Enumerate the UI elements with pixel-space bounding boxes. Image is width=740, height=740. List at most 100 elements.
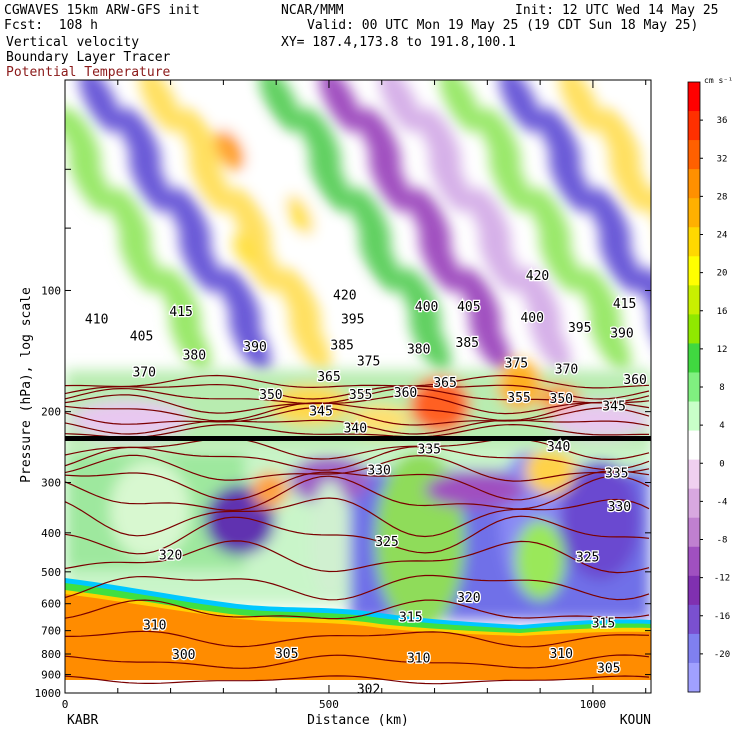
- theta-label: 390: [610, 327, 633, 342]
- theta-label: 375: [505, 357, 528, 372]
- theta-label: 375: [357, 354, 380, 369]
- theta-contour-line: [65, 630, 650, 648]
- theta-label: 390: [243, 340, 266, 355]
- colorbar-segment: [688, 488, 700, 519]
- colorbar-segment: [688, 140, 700, 170]
- theta-label: 335: [605, 467, 628, 482]
- colorbar-segment: [688, 227, 700, 257]
- colorbar-segment: [688, 198, 700, 228]
- tropopause-band: [65, 436, 651, 441]
- theta-label: 302: [357, 682, 380, 697]
- colorbar-label: 24: [717, 231, 728, 241]
- theta-label: 365: [433, 376, 456, 391]
- theta-label: 325: [576, 550, 599, 565]
- colorbar-segment: [688, 662, 700, 693]
- x-axis-label: Distance (km): [307, 713, 409, 728]
- theta-label: 415: [169, 305, 192, 320]
- x-axis: 0 500 1000: [62, 80, 647, 711]
- colorbar-label: 16: [717, 307, 728, 317]
- colorbar-label: 36: [717, 116, 728, 126]
- colorbar-label: 0: [719, 459, 724, 469]
- colorbar-label: -4: [717, 497, 728, 507]
- theta-label: 310: [550, 647, 573, 662]
- theta-label: 360: [394, 386, 417, 401]
- colorbar-label: -20: [714, 650, 730, 660]
- theta-label: 320: [159, 548, 182, 563]
- theta-contour-line: [65, 470, 650, 501]
- theta-label: 335: [418, 442, 441, 457]
- organization: NCAR/MMM: [281, 3, 344, 18]
- colorbar-segment: [688, 517, 700, 548]
- theta-label: 400: [415, 300, 438, 315]
- theta-contour-line: [65, 515, 650, 555]
- colorbar-label: 4: [719, 421, 724, 431]
- colorbar: 36 32 28 24 20 16 12 8 4 0 -4 -8 -12 -16 -20: [687, 81, 730, 693]
- y-axis: 100 200 300 400 500 600 700 800 900 1000: [35, 79, 651, 700]
- theta-contour-line: [65, 446, 650, 471]
- colorbar-label: -8: [717, 536, 728, 546]
- colorbar-label: 32: [717, 154, 728, 164]
- potential-temperature-labels: 410 405 415 380 390 370 420 395 385 375 365 400 405 3…: [84, 268, 648, 699]
- colorbar-label: 20: [717, 269, 728, 279]
- theta-label: 415: [613, 297, 636, 312]
- theta-label: 420: [333, 289, 356, 304]
- theta-contour-line: [65, 475, 650, 512]
- theta-label: 350: [259, 388, 282, 403]
- theta-label: 410: [85, 312, 108, 327]
- field-label-vertical-velocity: Vertical velocity: [6, 35, 140, 50]
- theta-label: 310: [143, 619, 166, 634]
- theta-label: 355: [349, 388, 372, 403]
- theta-label: 420: [526, 269, 549, 284]
- valid-time: Valid: 00 UTC Mon 19 May 25 (19 CDT Sun …: [307, 18, 699, 33]
- theta-contour-line: [65, 574, 650, 601]
- field-label-potential-temperature: Potential Temperature: [6, 65, 171, 80]
- theta-contour-line: [65, 437, 650, 461]
- colorbar-segment: [688, 343, 700, 373]
- colorbar-segment: [688, 633, 700, 664]
- theta-label: 370: [555, 362, 578, 377]
- x-tick-label: 1000: [580, 698, 607, 711]
- x-tick-label: 500: [319, 698, 339, 711]
- theta-label: 405: [457, 300, 480, 315]
- theta-label: 340: [547, 440, 570, 455]
- theta-label: 350: [550, 392, 573, 407]
- cross-section-coords: XY= 187.4,173.8 to 191.8,100.1: [281, 35, 516, 50]
- theta-label: 345: [309, 405, 332, 420]
- y-tick-label: 500: [41, 566, 61, 579]
- theta-contour-line: [65, 423, 649, 439]
- theta-label: 400: [520, 311, 543, 326]
- theta-label: 385: [456, 336, 479, 351]
- colorbar-segment: [688, 256, 700, 286]
- theta-label: 305: [597, 662, 620, 677]
- theta-label: 395: [568, 321, 591, 336]
- theta-label: 315: [592, 617, 615, 632]
- theta-label: 405: [130, 329, 153, 344]
- colorbar-segment: [688, 401, 700, 432]
- theta-contour-line: [65, 401, 650, 422]
- theta-contour-line: [65, 540, 650, 574]
- theta-label: 355: [507, 391, 530, 406]
- colorbar-segment: [688, 169, 700, 199]
- colorbar-segment: [688, 546, 700, 577]
- colorbar-segment: [688, 575, 700, 606]
- theta-label: 380: [407, 342, 430, 357]
- x-tick-label: 0: [62, 698, 69, 711]
- y-tick-label: 400: [41, 527, 61, 540]
- field-label-boundary-layer-tracer: Boundary Layer Tracer: [6, 50, 171, 65]
- theta-contour-line: [65, 387, 650, 405]
- plot-frame: [64, 79, 652, 694]
- theta-label: 360: [623, 373, 646, 388]
- theta-contour-line: [65, 599, 650, 620]
- theta-label: 330: [608, 500, 631, 515]
- theta-contour-line: [65, 454, 650, 482]
- colorbar-label: 8: [719, 383, 724, 393]
- theta-label: 300: [172, 648, 195, 663]
- theta-label: 320: [457, 591, 480, 606]
- y-tick-label: 200: [41, 406, 61, 419]
- colorbar-segment: [688, 111, 700, 141]
- colorbar-segment: [688, 285, 700, 315]
- colorbar-label: 12: [717, 345, 728, 355]
- theta-contour-line: [65, 654, 650, 669]
- theta-contour-line: [65, 407, 650, 426]
